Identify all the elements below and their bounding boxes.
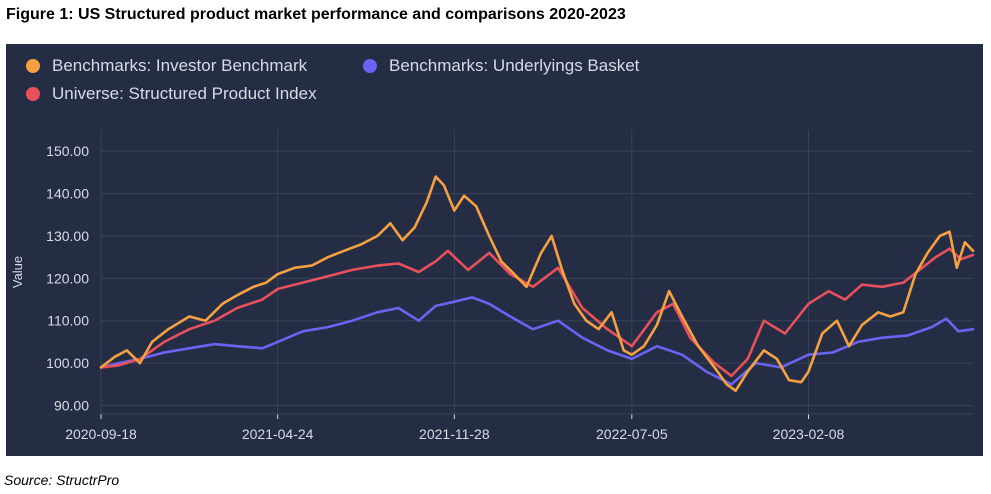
legend-item-underlyings[interactable]: Benchmarks: Underlyings Basket bbox=[363, 56, 639, 76]
y-axis-label: Value bbox=[10, 256, 25, 288]
legend-dot-underlyings bbox=[363, 59, 377, 73]
source-note: Source: StructrPro bbox=[4, 472, 120, 488]
x-tick-label: 2022-07-05 bbox=[596, 426, 668, 442]
x-tick-label: 2021-11-28 bbox=[419, 426, 490, 442]
chart-panel: Benchmarks: Investor Benchmark Benchmark… bbox=[6, 44, 983, 456]
x-tick-label: 2023-02-08 bbox=[773, 426, 845, 442]
y-tick-label: 150.00 bbox=[46, 143, 89, 159]
line-chart: 90.00 100.00 110.00 120.00 130.00 140.00 150.0… bbox=[10, 130, 975, 442]
y-tick-label: 140.00 bbox=[46, 186, 89, 202]
legend-label-investor: Benchmarks: Investor Benchmark bbox=[52, 56, 308, 75]
series-layer bbox=[99, 175, 975, 392]
legend-item-investor[interactable]: Benchmarks: Investor Benchmark bbox=[26, 56, 307, 76]
series-line-universe[interactable] bbox=[99, 247, 975, 378]
y-tick-label: 110.00 bbox=[47, 313, 89, 329]
y-tick-label: 120.00 bbox=[46, 270, 89, 286]
figure-title: Figure 1: US Structured product market p… bbox=[6, 6, 626, 23]
legend-label-underlyings: Benchmarks: Underlyings Basket bbox=[389, 56, 640, 75]
x-tick-label: 2020-09-18 bbox=[65, 426, 137, 442]
y-tick-label: 100.00 bbox=[46, 355, 89, 371]
y-tick-label: 130.00 bbox=[46, 228, 89, 244]
axis-layer: 90.00 100.00 110.00 120.00 130.00 140.00 150.0… bbox=[10, 143, 973, 442]
series-line-underlyings[interactable] bbox=[99, 296, 975, 386]
grid-layer bbox=[100, 130, 973, 414]
legend-dot-universe bbox=[26, 87, 40, 101]
legend-item-universe[interactable]: Universe: Structured Product Index bbox=[26, 84, 317, 104]
legend-dot-investor bbox=[26, 59, 40, 73]
y-tick-label: 90.00 bbox=[54, 398, 89, 414]
x-tick-label: 2021-04-24 bbox=[242, 426, 314, 442]
series-line-investor[interactable] bbox=[99, 175, 975, 392]
legend-label-universe: Universe: Structured Product Index bbox=[52, 84, 317, 103]
